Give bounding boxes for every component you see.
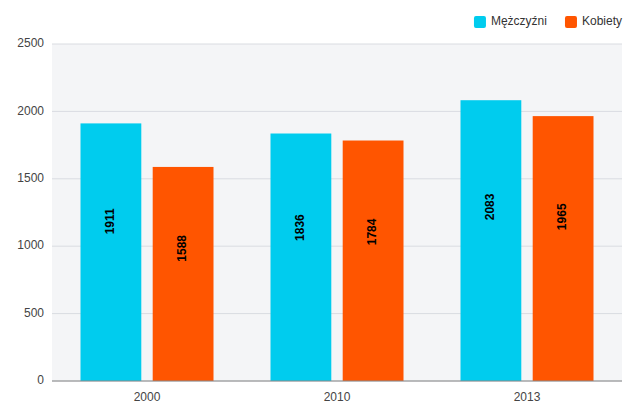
legend-swatch xyxy=(474,16,486,28)
data-label: 1784 xyxy=(365,218,379,245)
y-tick-label: 0 xyxy=(37,373,44,387)
bar xyxy=(81,123,142,381)
grid-line xyxy=(52,381,622,382)
legend-label: Mężczyźni xyxy=(491,14,547,28)
data-label: 1836 xyxy=(293,214,307,241)
legend: Mężczyźni Kobiety xyxy=(474,14,622,28)
data-label: 1965 xyxy=(555,203,569,230)
grid xyxy=(52,44,622,381)
y-axis: 0 500 1000 1500 2000 2500 xyxy=(17,36,44,387)
grid-line xyxy=(52,44,622,45)
legend-item: Mężczyźni xyxy=(474,14,547,28)
bars xyxy=(81,100,594,381)
bar xyxy=(343,141,404,381)
bar xyxy=(271,134,332,381)
x-axis: 2000 2010 2013 xyxy=(52,381,622,404)
data-labels: 1911 1836 2083 1588 1784 1965 xyxy=(103,193,569,261)
y-tick-label: 1500 xyxy=(17,171,44,185)
y-tick-label: 2500 xyxy=(17,36,44,50)
bar xyxy=(533,116,594,381)
x-tick-label: 2010 xyxy=(324,390,351,404)
x-tick-label: 2013 xyxy=(514,390,541,404)
y-tick-label: 500 xyxy=(24,306,44,320)
legend-item: Kobiety xyxy=(565,14,622,28)
grid-line xyxy=(52,111,622,112)
legend-label: Kobiety xyxy=(582,14,622,28)
data-label: 1911 xyxy=(103,208,117,234)
legend-swatch xyxy=(565,16,577,28)
x-tick-label: 2000 xyxy=(134,390,161,404)
data-label: 1588 xyxy=(175,235,189,262)
bar xyxy=(461,100,522,381)
y-tick-label: 2000 xyxy=(17,104,44,118)
chart-svg: 0 500 1000 1500 2000 2500 1911 1836 2083 1588 1784… xyxy=(0,0,638,419)
chart-container: 0 500 1000 1500 2000 2500 1911 1836 2083 1588 1784… xyxy=(0,0,638,419)
y-tick-label: 1000 xyxy=(17,238,44,252)
data-label: 2083 xyxy=(483,193,497,220)
bar xyxy=(153,167,214,381)
x-axis-line xyxy=(52,381,622,382)
plot-background xyxy=(52,44,622,381)
